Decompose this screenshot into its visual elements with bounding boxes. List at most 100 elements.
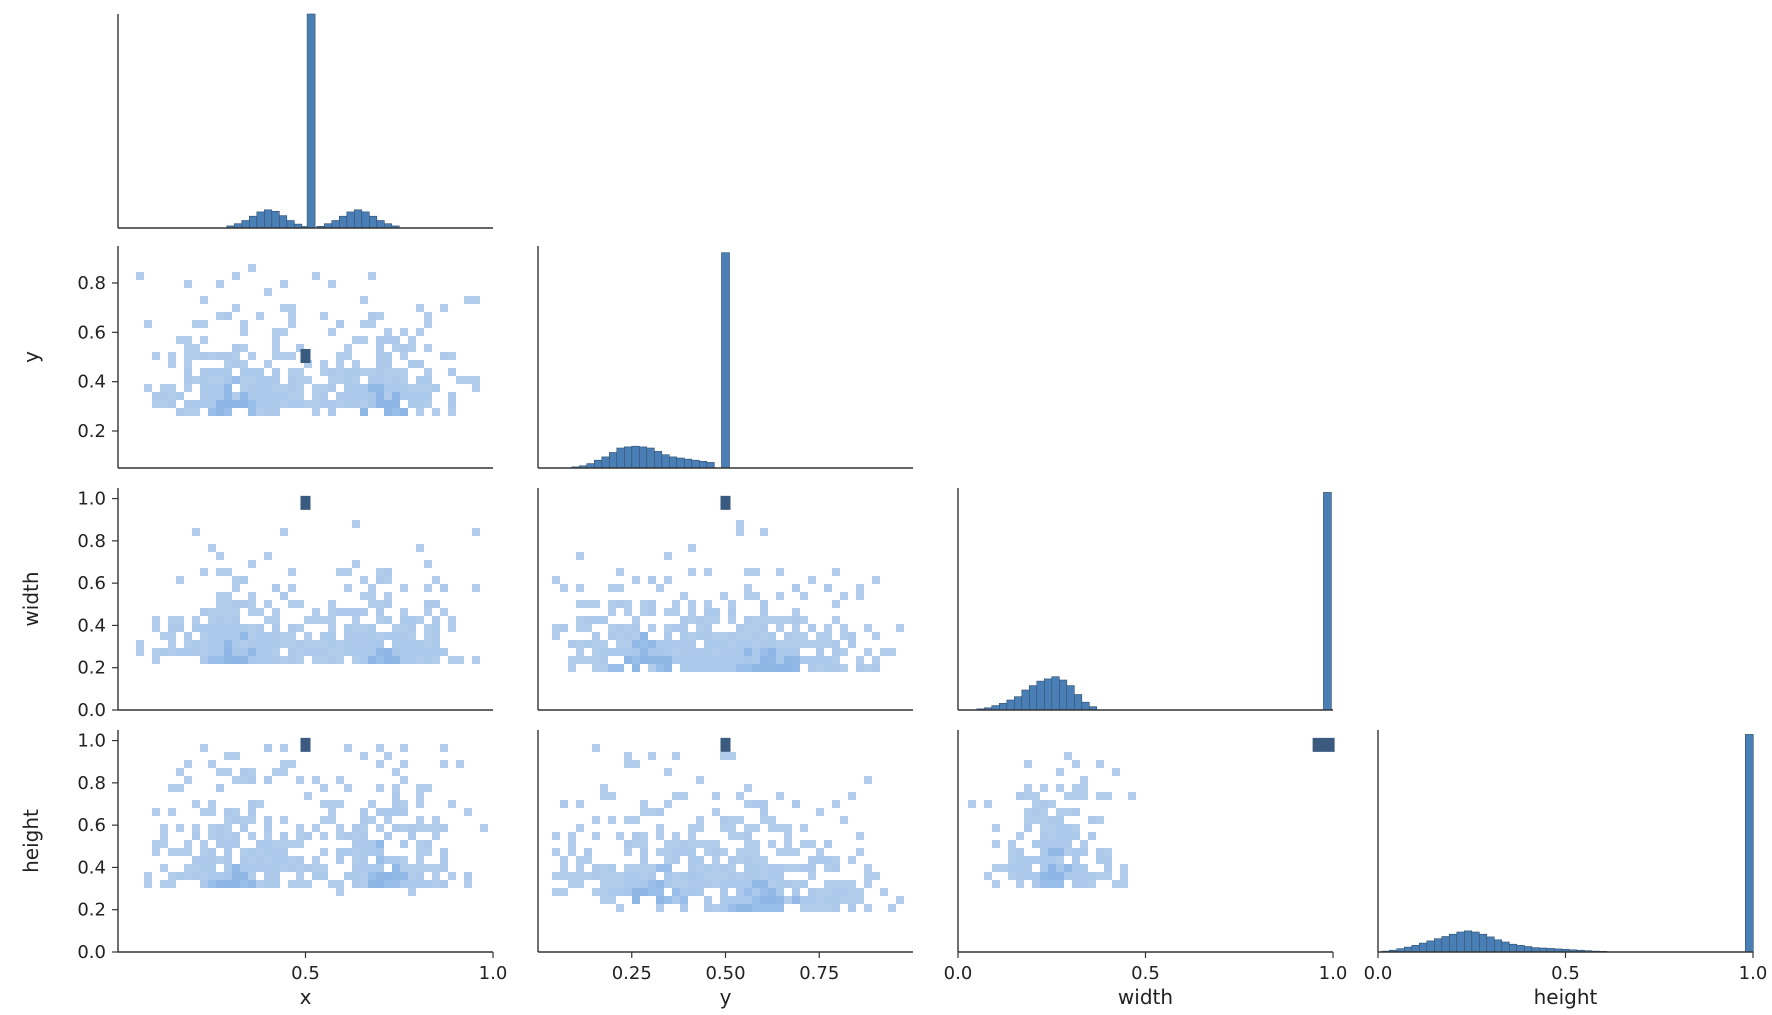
heat-cell-y-x bbox=[416, 304, 424, 312]
heat-cell-height-y bbox=[856, 832, 864, 840]
heat-cell-width-x bbox=[200, 568, 208, 576]
heat-cell-height-y bbox=[632, 888, 640, 896]
heat-cell-height-x bbox=[392, 792, 400, 800]
heat-cell-width-y bbox=[832, 616, 840, 624]
heat-cell-y-x bbox=[200, 384, 208, 392]
heat-cell-y-x bbox=[368, 312, 376, 320]
heat-cell-height-x bbox=[184, 840, 192, 848]
heat-cell-height-width bbox=[1080, 776, 1088, 784]
heat-cell-height-x bbox=[224, 840, 232, 848]
heat-cell-width-x bbox=[448, 624, 456, 632]
heat-cell-height-x bbox=[344, 744, 352, 752]
xtick-label: 0.75 bbox=[799, 963, 839, 984]
heat-cell-y-x bbox=[280, 280, 288, 288]
heat-cell-width-y bbox=[696, 664, 704, 672]
heat-cell-width-y bbox=[792, 608, 800, 616]
heat-cell-height-x bbox=[360, 840, 368, 848]
heat-cell-width-y bbox=[744, 624, 752, 632]
heat-cell-height-width bbox=[1056, 784, 1064, 792]
heat-cell-width-x bbox=[384, 656, 392, 664]
ylabel-height: height bbox=[19, 809, 43, 873]
heat-cell-height-width bbox=[1048, 856, 1056, 864]
heat-cell-width-y bbox=[744, 640, 752, 648]
heat-cell-y-x bbox=[352, 384, 360, 392]
heat-cell-width-y bbox=[608, 648, 616, 656]
heat-cell-height-y bbox=[760, 880, 768, 888]
heat-cell-height-y bbox=[600, 864, 608, 872]
heat-cell-height-y bbox=[592, 888, 600, 896]
heat-cell-y-x bbox=[336, 376, 344, 384]
heat-cell-width-y bbox=[840, 664, 848, 672]
heat-cell-height-y bbox=[792, 880, 800, 888]
hist-bar-height-17 bbox=[1509, 943, 1518, 953]
heat-cell-height-x bbox=[144, 872, 152, 880]
heat-cell-y-x bbox=[216, 384, 224, 392]
heat-cell-y-x bbox=[160, 384, 168, 392]
heat-cell-height-y bbox=[720, 888, 728, 896]
heat-cell-y-x bbox=[320, 392, 328, 400]
heat-cell-width-x bbox=[136, 640, 144, 648]
heat-cell-y-x bbox=[272, 352, 280, 360]
heat-cell-height-x bbox=[376, 760, 384, 768]
heat-cell-width-x bbox=[224, 648, 232, 656]
ytick-label: 0.2 bbox=[77, 421, 106, 442]
heat-cell-height-width bbox=[1024, 856, 1032, 864]
heat-cell-height-x bbox=[256, 880, 264, 888]
heat-cell-height-x bbox=[392, 800, 400, 808]
heat-cell-y-x bbox=[208, 384, 216, 392]
heat-cell-width-y bbox=[784, 616, 792, 624]
heat-cell-width-y bbox=[768, 616, 776, 624]
heat-cell-width-x bbox=[272, 656, 280, 664]
heat-cell-height-width bbox=[1096, 872, 1104, 880]
heat-cell-y-x bbox=[336, 360, 344, 368]
heat-cell-height-y bbox=[768, 824, 776, 832]
heat-cell-height-y bbox=[600, 880, 608, 888]
heat-cell-height-width bbox=[1032, 800, 1040, 808]
heat-cell-height-x bbox=[160, 832, 168, 840]
heat-cell-height-y bbox=[632, 760, 640, 768]
heat-cell-width-y bbox=[728, 616, 736, 624]
spike-cell-y-x bbox=[300, 349, 311, 363]
heat-cell-width-x bbox=[280, 640, 288, 648]
heat-cell-height-x bbox=[360, 864, 368, 872]
heat-cell-width-y bbox=[864, 624, 872, 632]
heat-cell-height-x bbox=[480, 824, 488, 832]
heat-cell-height-x bbox=[408, 888, 416, 896]
heat-cell-height-y bbox=[688, 856, 696, 864]
xtick-label: 1.0 bbox=[1739, 963, 1768, 984]
heat-cell-height-x bbox=[280, 768, 288, 776]
heat-cell-width-x bbox=[328, 640, 336, 648]
heat-cell-width-x bbox=[352, 640, 360, 648]
heat-cell-height-x bbox=[280, 760, 288, 768]
heat-cell-width-y bbox=[872, 576, 880, 584]
heat-cell-height-y bbox=[624, 848, 632, 856]
heat-cell-width-x bbox=[352, 520, 360, 528]
heat-cell-width-x bbox=[312, 640, 320, 648]
heat-cell-height-x bbox=[224, 872, 232, 880]
heat-cell-height-y bbox=[808, 864, 816, 872]
heat-cell-width-y bbox=[728, 600, 736, 608]
heat-cell-y-x bbox=[312, 408, 320, 416]
heat-cell-width-x bbox=[328, 624, 336, 632]
heat-cell-y-x bbox=[168, 352, 176, 360]
heat-cell-height-x bbox=[176, 784, 184, 792]
heat-cell-y-x bbox=[328, 376, 336, 384]
heat-cell-height-width bbox=[1112, 880, 1120, 888]
heat-cell-width-x bbox=[416, 640, 424, 648]
heat-cell-y-x bbox=[256, 384, 264, 392]
heat-cell-height-width bbox=[1032, 880, 1040, 888]
heat-cell-width-x bbox=[312, 608, 320, 616]
heat-cell-height-x bbox=[312, 864, 320, 872]
heat-cell-y-x bbox=[288, 384, 296, 392]
heat-cell-y-x bbox=[360, 368, 368, 376]
heat-cell-y-x bbox=[296, 368, 304, 376]
heat-cell-height-y bbox=[744, 872, 752, 880]
heat-cell-width-y bbox=[656, 584, 664, 592]
heat-cell-height-x bbox=[224, 848, 232, 856]
heat-cell-height-y bbox=[616, 904, 624, 912]
heat-cell-width-y bbox=[824, 640, 832, 648]
heat-cell-height-x bbox=[248, 808, 256, 816]
heat-cell-y-x bbox=[200, 336, 208, 344]
heat-cell-width-x bbox=[320, 656, 328, 664]
heat-cell-height-x bbox=[376, 840, 384, 848]
